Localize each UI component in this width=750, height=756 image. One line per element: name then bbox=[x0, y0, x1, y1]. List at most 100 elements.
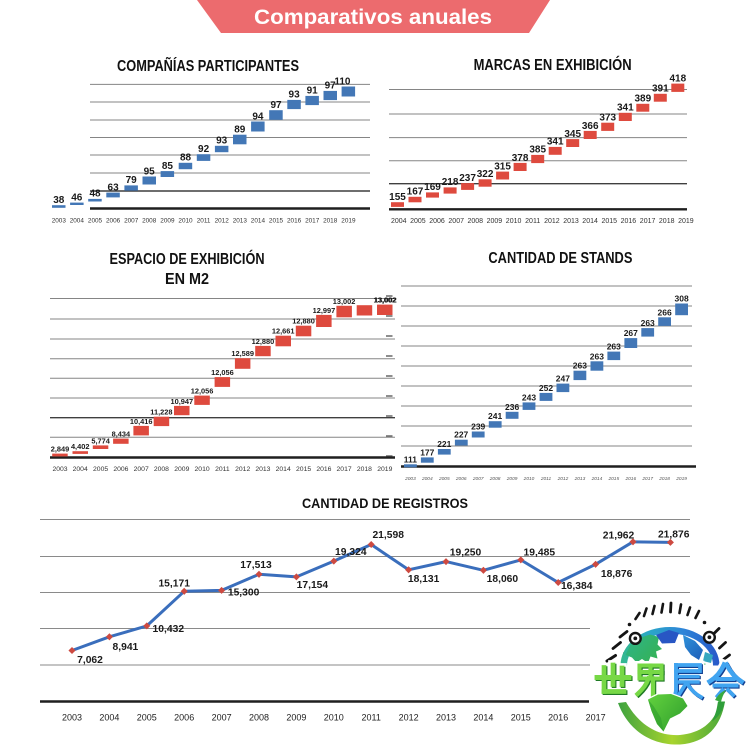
svg-text:21,598: 21,598 bbox=[372, 530, 404, 541]
svg-text:2019: 2019 bbox=[377, 466, 392, 473]
svg-text:4,402: 4,402 bbox=[71, 442, 90, 451]
svg-text:2018: 2018 bbox=[658, 476, 670, 482]
svg-text:CANTIDAD DE REGISTROS: CANTIDAD DE REGISTROS bbox=[302, 496, 468, 511]
svg-text:263: 263 bbox=[573, 361, 587, 371]
svg-text:263: 263 bbox=[590, 351, 604, 361]
svg-text:CANTIDAD DE STANDS: CANTIDAD DE STANDS bbox=[488, 250, 632, 267]
svg-text:97: 97 bbox=[325, 81, 337, 92]
svg-text:2009: 2009 bbox=[174, 466, 189, 473]
svg-text:2006: 2006 bbox=[455, 476, 467, 482]
svg-text:2013: 2013 bbox=[233, 218, 248, 225]
svg-text:263: 263 bbox=[607, 342, 621, 352]
svg-text:17,513: 17,513 bbox=[240, 560, 272, 571]
svg-text:241: 241 bbox=[488, 411, 502, 421]
svg-text:110: 110 bbox=[334, 76, 351, 87]
svg-text:2017: 2017 bbox=[586, 713, 606, 723]
svg-text:46: 46 bbox=[71, 192, 83, 203]
svg-text:12,056: 12,056 bbox=[191, 387, 214, 396]
svg-text:308: 308 bbox=[675, 294, 689, 304]
svg-text:227: 227 bbox=[454, 430, 468, 440]
svg-text:2018: 2018 bbox=[357, 466, 372, 473]
svg-text:2010: 2010 bbox=[506, 218, 522, 225]
svg-text:2008: 2008 bbox=[249, 713, 269, 723]
svg-text:2012: 2012 bbox=[544, 218, 560, 225]
svg-text:18,131: 18,131 bbox=[408, 574, 440, 585]
svg-text:2012: 2012 bbox=[557, 476, 569, 482]
svg-text:2016: 2016 bbox=[548, 713, 568, 723]
svg-text:92: 92 bbox=[198, 144, 210, 155]
svg-text:2019: 2019 bbox=[341, 218, 356, 225]
svg-text:2018: 2018 bbox=[659, 218, 675, 225]
svg-text:19,485: 19,485 bbox=[524, 547, 556, 558]
svg-text:2016: 2016 bbox=[287, 218, 302, 225]
svg-text:2005: 2005 bbox=[93, 466, 108, 473]
svg-text:2010: 2010 bbox=[523, 476, 535, 482]
svg-text:15,300: 15,300 bbox=[228, 587, 260, 598]
svg-text:2005: 2005 bbox=[137, 713, 157, 723]
svg-text:2009: 2009 bbox=[487, 218, 503, 225]
svg-text:2007: 2007 bbox=[134, 466, 149, 473]
svg-text:12,880: 12,880 bbox=[292, 317, 315, 326]
svg-text:2007: 2007 bbox=[448, 218, 464, 225]
svg-text:2019: 2019 bbox=[675, 476, 687, 482]
svg-text:218: 218 bbox=[442, 177, 459, 188]
svg-text:2004: 2004 bbox=[421, 476, 433, 482]
svg-text:2004: 2004 bbox=[391, 218, 407, 225]
svg-text:2003: 2003 bbox=[404, 476, 416, 482]
svg-text:2016: 2016 bbox=[316, 466, 331, 473]
svg-text:13,002: 13,002 bbox=[374, 296, 397, 305]
svg-text:2018: 2018 bbox=[323, 218, 338, 225]
svg-text:88: 88 bbox=[180, 153, 192, 164]
svg-text:ESPACIO DE EXHIBICIÓN: ESPACIO DE EXHIBICIÓN bbox=[110, 250, 265, 268]
svg-text:2013: 2013 bbox=[574, 476, 586, 482]
svg-text:2007: 2007 bbox=[124, 218, 139, 225]
svg-text:2003: 2003 bbox=[52, 466, 67, 473]
svg-text:2011: 2011 bbox=[362, 713, 381, 723]
svg-text:373: 373 bbox=[599, 113, 616, 124]
svg-text:2003: 2003 bbox=[52, 218, 67, 225]
svg-text:12,880: 12,880 bbox=[252, 337, 275, 346]
svg-text:2003: 2003 bbox=[62, 713, 82, 723]
svg-text:418: 418 bbox=[669, 73, 686, 84]
svg-text:2008: 2008 bbox=[468, 218, 484, 225]
svg-text:2014: 2014 bbox=[591, 476, 603, 482]
svg-text:2010: 2010 bbox=[178, 218, 193, 225]
svg-text:79: 79 bbox=[126, 175, 138, 186]
svg-text:MARCAS EN EXHIBICIÓN: MARCAS EN EXHIBICIÓN bbox=[474, 56, 632, 74]
svg-text:13,002: 13,002 bbox=[373, 296, 396, 305]
svg-text:2005: 2005 bbox=[88, 218, 103, 225]
svg-text:322: 322 bbox=[477, 169, 494, 180]
svg-text:91: 91 bbox=[307, 86, 319, 97]
svg-text:93: 93 bbox=[289, 90, 301, 101]
svg-text:10,416: 10,416 bbox=[130, 417, 153, 426]
svg-text:21,962: 21,962 bbox=[603, 530, 635, 541]
svg-text:8,941: 8,941 bbox=[113, 642, 139, 653]
svg-text:2004: 2004 bbox=[99, 713, 119, 723]
svg-text:2007: 2007 bbox=[472, 476, 484, 482]
svg-text:2004: 2004 bbox=[70, 218, 85, 225]
svg-text:18,060: 18,060 bbox=[487, 574, 519, 585]
svg-text:89: 89 bbox=[234, 125, 246, 136]
svg-text:13,002: 13,002 bbox=[333, 297, 356, 306]
svg-text:155: 155 bbox=[389, 192, 406, 203]
svg-text:8,434: 8,434 bbox=[112, 430, 131, 439]
svg-text:10,432: 10,432 bbox=[153, 624, 185, 635]
svg-text:85: 85 bbox=[162, 161, 174, 172]
svg-text:2015: 2015 bbox=[607, 476, 619, 482]
svg-text:2009: 2009 bbox=[506, 476, 518, 482]
svg-text:2014: 2014 bbox=[251, 218, 266, 225]
svg-text:2017: 2017 bbox=[641, 476, 653, 482]
svg-text:2,849: 2,849 bbox=[51, 445, 70, 454]
svg-text:2006: 2006 bbox=[174, 713, 194, 723]
svg-text:2017: 2017 bbox=[640, 218, 656, 225]
svg-text:252: 252 bbox=[539, 383, 553, 393]
svg-text:2006: 2006 bbox=[106, 218, 121, 225]
svg-text:243: 243 bbox=[522, 392, 536, 402]
svg-text:2013: 2013 bbox=[563, 218, 579, 225]
svg-text:2005: 2005 bbox=[438, 476, 450, 482]
svg-text:2017: 2017 bbox=[337, 466, 352, 473]
svg-text:Comparativos anuales: Comparativos anuales bbox=[254, 5, 492, 29]
svg-text:2008: 2008 bbox=[142, 218, 157, 225]
svg-text:385: 385 bbox=[529, 145, 546, 156]
svg-text:48: 48 bbox=[89, 189, 101, 200]
